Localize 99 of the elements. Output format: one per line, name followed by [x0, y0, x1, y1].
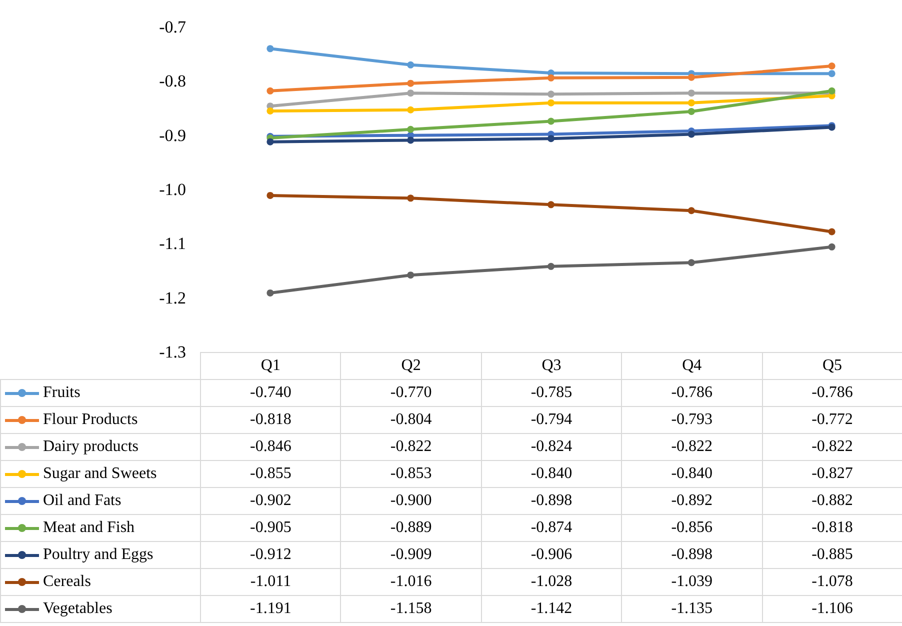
data-label: -0.822 — [622, 434, 762, 460]
data-label: -1.011 — [200, 568, 341, 596]
point — [407, 126, 414, 133]
point — [266, 107, 274, 114]
point — [548, 135, 554, 142]
data-label: -0.855 — [200, 460, 341, 488]
data-label: -0.874 — [481, 514, 622, 542]
legend-label: Meat and Fish — [43, 519, 135, 536]
data-label: -0.818 — [762, 514, 902, 542]
x-tick-label: Q4 — [622, 352, 762, 380]
data-label: -1.016 — [340, 568, 482, 596]
y-tick-label: -1.3 — [159, 342, 186, 362]
data-label: -0.785 — [481, 380, 622, 406]
data-label: -0.898 — [481, 488, 622, 514]
legend-label: Poultry and Eggs — [43, 546, 154, 563]
data-label: -0.889 — [340, 514, 482, 542]
point — [688, 108, 695, 115]
x-tick-label: Q3 — [481, 352, 622, 380]
point — [548, 262, 554, 270]
data-label: -1.078 — [762, 568, 902, 596]
data-label: -0.906 — [481, 542, 622, 568]
data-label: -0.770 — [340, 380, 482, 406]
x-tick-label: Q5 — [762, 352, 902, 380]
data-label: -0.909 — [340, 542, 482, 568]
data-label: -0.827 — [762, 460, 902, 488]
data-label: -1.191 — [200, 596, 341, 622]
point — [688, 90, 695, 97]
legend-label: Cereals — [43, 573, 91, 590]
point — [266, 138, 274, 146]
data-label: -0.853 — [340, 460, 482, 488]
point — [688, 74, 695, 81]
point — [266, 87, 274, 94]
legend-label: Vegetables — [43, 600, 112, 617]
point — [688, 259, 695, 266]
data-label: -0.786 — [622, 380, 762, 406]
data-label: -1.106 — [762, 596, 902, 622]
point — [407, 194, 414, 202]
point — [266, 289, 274, 296]
x-tick-label: Q1 — [200, 352, 341, 380]
point — [548, 201, 554, 208]
y-tick-label: -1.2 — [159, 288, 186, 308]
data-label: -0.818 — [200, 406, 341, 434]
data-label: -0.898 — [622, 542, 762, 568]
point — [688, 99, 695, 106]
y-tick-label: -1.1 — [159, 234, 186, 254]
legend-label: Fruits — [43, 384, 80, 401]
x-tick-label: Q2 — [340, 352, 482, 380]
y-tick-label: -0.9 — [159, 126, 186, 145]
legend-label: Oil and Fats — [43, 492, 122, 509]
data-label: -0.793 — [622, 406, 762, 434]
point — [407, 80, 414, 87]
y-tick-label: -1.0 — [159, 180, 186, 199]
point — [266, 192, 274, 199]
data-label: -0.882 — [762, 488, 902, 514]
point — [828, 243, 836, 250]
data-label: -1.158 — [340, 596, 482, 622]
data-label: -1.135 — [622, 596, 762, 622]
data-label: -0.824 — [481, 434, 622, 460]
point — [828, 228, 836, 236]
y-tick-label: -0.8 — [159, 72, 186, 91]
data-label: -0.804 — [340, 406, 482, 434]
point — [828, 62, 836, 70]
data-label: -0.905 — [200, 514, 341, 542]
data-label: -0.856 — [622, 514, 762, 542]
data-label: -0.900 — [340, 488, 482, 514]
legend-label: Sugar and Sweets — [43, 465, 157, 482]
point — [548, 99, 554, 106]
point — [828, 70, 836, 78]
legend-label: Dairy products — [43, 438, 139, 455]
point — [407, 61, 414, 68]
data-label: -0.846 — [200, 434, 341, 460]
data-label: -0.840 — [622, 460, 762, 488]
point — [407, 136, 414, 144]
data-label: -0.740 — [200, 380, 341, 406]
data-label: -0.912 — [200, 542, 341, 568]
data-label: -1.028 — [481, 568, 622, 596]
point — [407, 106, 414, 114]
data-label: -0.822 — [762, 434, 902, 460]
data-label: -1.142 — [481, 596, 622, 622]
point — [407, 272, 414, 279]
data-label: -0.885 — [762, 542, 902, 568]
point — [548, 90, 554, 98]
point — [548, 118, 554, 125]
point — [266, 45, 274, 52]
data-label: -0.772 — [762, 406, 902, 434]
point — [828, 87, 836, 94]
point — [548, 74, 554, 82]
y-tick-label: -0.7 — [159, 18, 186, 36]
data-label: -0.794 — [481, 406, 622, 434]
data-label: -1.039 — [622, 568, 762, 596]
point — [688, 130, 695, 138]
point — [407, 90, 414, 97]
data-label: -0.822 — [340, 434, 482, 460]
data-label: -0.786 — [762, 380, 902, 406]
data-label: -0.840 — [481, 460, 622, 488]
data-label: -0.902 — [200, 488, 341, 514]
point — [688, 207, 695, 214]
legend-label: Flour Products — [43, 411, 138, 428]
data-label: -0.892 — [622, 488, 762, 514]
